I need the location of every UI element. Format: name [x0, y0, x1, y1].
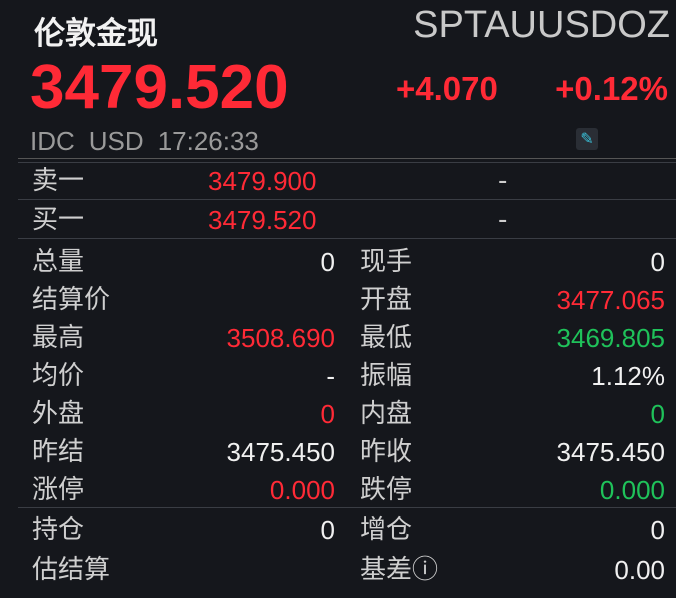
orderbook-row: 买一 3479.520 -: [0, 201, 676, 239]
stat-row: 估结算 基差ⓘ 0.00: [0, 551, 676, 589]
pencil-icon[interactable]: ✎: [576, 128, 598, 150]
stat-label: 振幅: [360, 361, 413, 391]
stat-label: 基差ⓘ: [360, 555, 439, 585]
last-price: 3479.520: [30, 53, 289, 122]
orderbook-label: 买一: [32, 205, 85, 235]
stat-value: 0: [320, 515, 335, 545]
orderbook-label: 卖一: [32, 166, 85, 196]
stat-value: 0: [650, 515, 665, 545]
stat-value: 0: [650, 247, 665, 277]
currency: USD: [88, 126, 144, 156]
orderbook-row: 卖一 3479.900 -: [0, 162, 676, 200]
stat-value: 3475.450: [556, 437, 665, 467]
stat-label: 开盘: [360, 285, 413, 315]
instrument-name: 伦敦金现: [34, 16, 158, 52]
stat-label: 最低: [360, 323, 413, 353]
stat-label: 涨停: [32, 475, 85, 505]
orderbook-price: 3479.900: [208, 166, 317, 196]
stat-value: 0.000: [599, 475, 665, 505]
stat-row: 外盘 0 内盘 0: [0, 395, 676, 433]
quote-meta: IDC USD 17:26:33: [30, 126, 273, 157]
stat-value: 0.00: [614, 555, 665, 585]
stat-value: 3477.065: [556, 285, 665, 315]
stat-label: 增仓: [360, 515, 413, 545]
price-change: +4.070: [396, 70, 498, 107]
stat-value: 0: [320, 247, 335, 277]
stat-label: 最高: [32, 323, 85, 353]
stat-value: -: [326, 361, 335, 391]
stat-label: 均价: [32, 361, 85, 391]
orderbook-price: 3479.520: [208, 205, 317, 235]
stat-value: 0.000: [269, 475, 335, 505]
stat-value: 3469.805: [556, 323, 665, 353]
stat-value: 1.12%: [591, 361, 665, 391]
stat-label: 总量: [32, 247, 85, 277]
stat-label: 结算价: [32, 285, 111, 315]
price-change-percent: +0.12%: [555, 70, 668, 107]
orderbook-volume: -: [498, 166, 508, 196]
stat-label: 跌停: [360, 475, 413, 505]
orderbook-volume: -: [498, 205, 508, 235]
stat-value: 0: [320, 399, 335, 429]
stat-label: 昨收: [360, 437, 413, 467]
stat-value: 0: [650, 399, 665, 429]
stat-value: 3508.690: [226, 323, 335, 353]
stat-label: 估结算: [32, 555, 111, 585]
stat-row: 总量 0 现手 0: [0, 243, 676, 281]
stat-row: 最高 3508.690 最低 3469.805: [0, 319, 676, 357]
stat-row: 均价 - 振幅 1.12%: [0, 357, 676, 395]
stat-label: 内盘: [360, 399, 413, 429]
stat-row: 结算价 开盘 3477.065: [0, 281, 676, 319]
instrument-code: SPTAUUSDOZ: [413, 4, 670, 46]
stat-value: 3475.450: [226, 437, 335, 467]
stat-row: 昨结 3475.450 昨收 3475.450: [0, 433, 676, 471]
stat-label: 昨结: [32, 437, 85, 467]
quote-time: 17:26:33: [157, 126, 259, 156]
stat-row: 涨停 0.000 跌停 0.000: [0, 471, 676, 509]
stat-label: 持仓: [32, 515, 85, 545]
stat-row: 持仓 0 增仓 0: [0, 511, 676, 549]
stat-label: 外盘: [32, 399, 85, 429]
stat-label: 现手: [360, 247, 413, 277]
exchange: IDC: [30, 126, 75, 156]
